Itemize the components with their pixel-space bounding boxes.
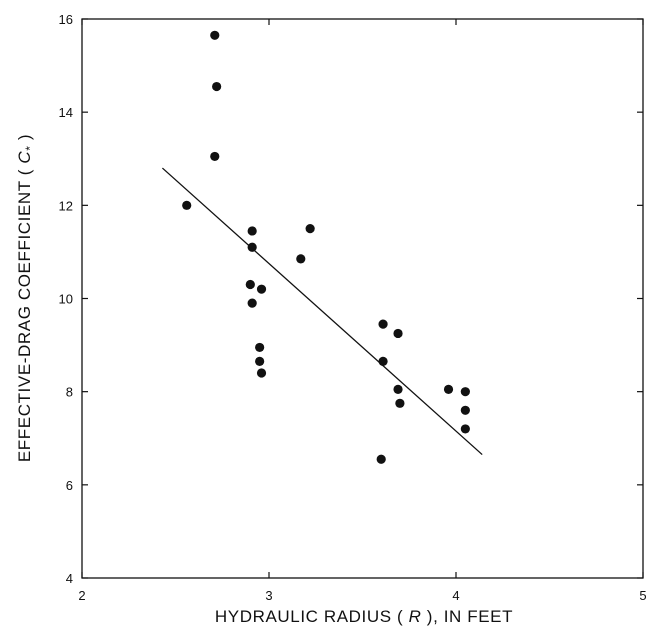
y-axis-label-suffix: ) (15, 134, 34, 146)
data-point (460, 387, 470, 397)
x-axis-label-symbol: R (409, 607, 422, 626)
data-point (376, 454, 386, 464)
data-point (182, 200, 192, 210)
y-tick-label: 10 (59, 292, 73, 307)
y-tick-label: 6 (66, 478, 73, 493)
data-point (255, 342, 265, 353)
y-axis-label: EFFECTIVE-DRAG COEFFICIENT ( C* ) (15, 134, 37, 462)
data-point (247, 226, 257, 236)
data-point (460, 405, 470, 415)
data-point (378, 319, 388, 329)
data-point (247, 298, 257, 308)
x-axis-label-prefix: HYDRAULIC RADIUS ( (215, 607, 409, 626)
regression-line (161, 167, 483, 456)
data-point (210, 151, 220, 162)
x-tick-label: 2 (78, 588, 85, 603)
x-axis-label-suffix: ), IN FEET (421, 607, 513, 626)
plot-frame (81, 18, 644, 579)
data-point (256, 284, 267, 294)
y-tick-label: 16 (59, 12, 73, 27)
data-point (305, 224, 315, 234)
y-tick-label: 4 (66, 571, 73, 586)
plot-border (81, 18, 644, 579)
y-axis-label-symbol: C (15, 151, 34, 164)
data-point (256, 368, 267, 378)
regression-line-layer (161, 167, 483, 456)
data-point (245, 279, 255, 290)
y-tick-label: 8 (66, 385, 73, 400)
data-point (296, 254, 306, 264)
y-axis-label-prefix: EFFECTIVE-DRAG COEFFICIENT ( (15, 164, 34, 463)
data-point (247, 242, 257, 252)
data-point (460, 424, 470, 434)
y-tick-label: 14 (59, 105, 73, 120)
x-axis-label: HYDRAULIC RADIUS ( R ), IN FEET (215, 607, 513, 626)
data-point (378, 356, 388, 366)
y-axis-label-subscript: * (23, 145, 37, 150)
data-point (395, 398, 405, 408)
data-point (443, 384, 454, 394)
data-point (393, 328, 403, 339)
x-tick-label: 5 (639, 588, 646, 603)
data-point (212, 81, 222, 92)
data-point (255, 356, 265, 366)
data-points (182, 30, 470, 464)
x-tick-label: 3 (265, 588, 272, 603)
axis-ticks: 2 3 4 5 4 6 8 10 12 14 16 (59, 12, 646, 603)
data-point (210, 30, 220, 40)
data-point (393, 384, 403, 394)
y-tick-label: 12 (59, 198, 73, 213)
x-tick-label: 4 (452, 588, 459, 603)
